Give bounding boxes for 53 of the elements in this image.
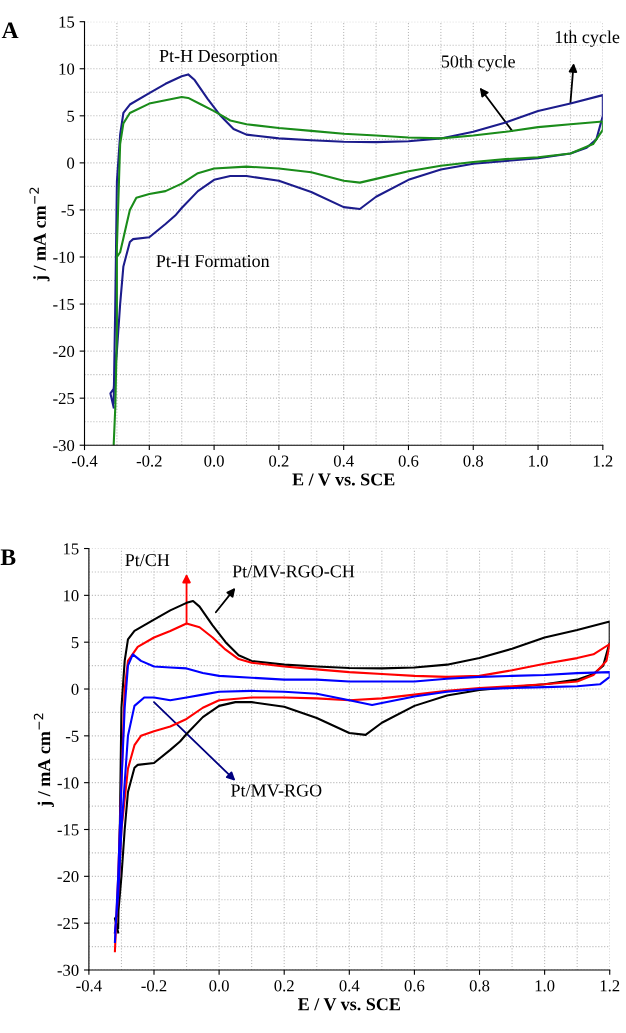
x-tick-label: 0.4	[339, 980, 360, 992]
x-tick-label: 0.6	[404, 980, 425, 992]
x-tick-label: 0.0	[209, 980, 229, 992]
y-tick-label: 15	[59, 16, 75, 28]
annotation: Pt-H Desorption	[159, 49, 278, 66]
y-tick-label: -10	[57, 777, 79, 789]
y-axis-title: j / mA cm$^{−2}$	[29, 187, 50, 282]
y-tick-label: 15	[63, 543, 79, 555]
y-tick-label: -5	[61, 204, 75, 216]
line-series	[112, 95, 603, 446]
y-tick-label: -25	[53, 392, 75, 405]
y-tick-label: -30	[57, 964, 79, 976]
x-axis-title: E / V vs. SCE	[292, 473, 395, 486]
x-tick-label: 1.2	[593, 455, 613, 467]
x-tick-label: 0.4	[333, 455, 354, 467]
annotation: Pt/MV-RGO	[231, 784, 322, 797]
y-tick-label: -15	[53, 298, 75, 310]
y-tick-label: 10	[63, 590, 79, 602]
annotation: Pt/MV-RGO-CH	[232, 565, 355, 578]
x-tick-label: 0.2	[269, 455, 289, 467]
chart-title: A	[1, 22, 19, 39]
y-tick-label: -20	[57, 871, 79, 883]
x-tick-label: 1.0	[535, 980, 555, 992]
y-tick-label: -5	[65, 730, 79, 742]
chart-title: B	[0, 549, 16, 565]
x-tick-label: -0.4	[76, 980, 102, 992]
y-tick-label: -15	[57, 824, 79, 836]
y-tick-label: 10	[59, 63, 75, 75]
x-tick-label: 0.0	[204, 455, 224, 467]
x-tick-label: 0.6	[398, 455, 419, 467]
x-tick-label: 1.2	[600, 980, 620, 992]
x-tick-label: 1.0	[529, 455, 548, 467]
annotation: 1th cycle	[555, 30, 620, 47]
x-tick-label: -0.2	[141, 980, 167, 992]
y-tick-label: 5	[67, 110, 75, 122]
y-tick-label: 0	[71, 683, 79, 695]
annotation: Pt/CH	[125, 554, 170, 567]
x-tick-label: 0.8	[469, 980, 490, 992]
line-series	[109, 73, 603, 409]
y-axis-title: j / mA cm$^{−2}$	[33, 713, 54, 807]
y-tick-label: -25	[57, 917, 79, 930]
annotation: Pt-H Formation	[156, 255, 270, 268]
y-tick-label: -20	[53, 345, 75, 358]
y-tick-label: 5	[71, 637, 79, 649]
y-tick-label: -10	[53, 251, 75, 263]
x-tick-label: 0.8	[463, 455, 484, 467]
x-tick-label: 0.2	[274, 980, 294, 992]
x-axis-title: E / V vs. SCE	[298, 998, 400, 1011]
y-tick-label: 0	[67, 157, 75, 169]
y-tick-label: -30	[53, 439, 75, 452]
x-tick-label: -0.2	[136, 455, 162, 467]
x-tick-label: -0.4	[71, 455, 98, 467]
annotation: 50th cycle	[441, 54, 515, 72]
